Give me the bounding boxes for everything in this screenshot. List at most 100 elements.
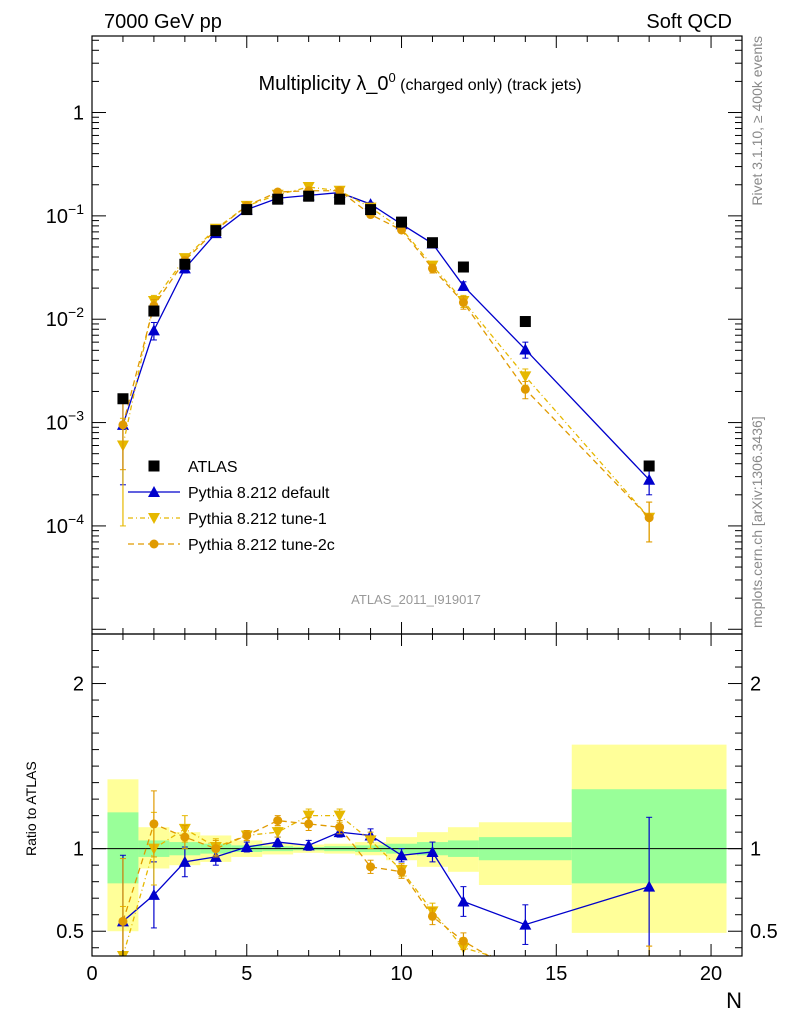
point-tune1 (333, 810, 346, 822)
point-tune1 (519, 371, 532, 383)
plot-title-sup: 0 (388, 70, 395, 85)
point-default (519, 918, 532, 930)
x-tick-label: 0 (86, 963, 97, 985)
ratio-uncertainty-bands (107, 744, 727, 933)
point-tune2c (273, 816, 283, 826)
point-tune2c (118, 916, 128, 926)
series-line-default (122, 831, 650, 926)
series-line-default (122, 191, 650, 481)
ratio-y-tick-label-left: 1 (73, 839, 84, 861)
point-data (334, 193, 346, 205)
point-data (179, 258, 191, 270)
point-default (271, 836, 284, 848)
point-tune2c (366, 862, 376, 872)
series-default (116, 186, 656, 496)
y-tick-label: 10−3 (46, 408, 84, 435)
legend-label: Pythia 8.212 tune-2c (188, 537, 335, 554)
point-data (241, 204, 253, 216)
point-tune2c (335, 822, 345, 832)
point-data (303, 190, 315, 202)
legend-entry-tune2c: Pythia 8.212 tune-2c (128, 537, 335, 554)
plot-title-sub: (charged only) (track jets) (396, 77, 582, 94)
y-tick-label: 10−2 (46, 304, 84, 331)
point-tune2c (242, 830, 252, 840)
plot-title-main: Multiplicity λ_0 (258, 73, 388, 95)
rivet-version-label: Rivet 3.1.10, ≥ 400k events (749, 36, 765, 206)
legend-marker (149, 539, 159, 549)
x-tick-label: 15 (545, 963, 567, 985)
point-data (117, 393, 129, 405)
point-tune2c (644, 513, 654, 523)
legend-entry-default: Pythia 8.212 default (128, 485, 330, 502)
mcplots-reference-label: mcplots.cern.ch [arXiv:1306.3436] (749, 416, 765, 628)
y-tick-label: 10−4 (46, 511, 84, 538)
y-axis-title-ratio: Ratio to ATLAS (23, 761, 39, 856)
point-tune2c (458, 936, 468, 946)
y-tick-label: 1 (73, 103, 84, 125)
process-label: Soft QCD (646, 11, 732, 33)
point-data (643, 460, 655, 472)
point-default (147, 324, 160, 336)
point-tune2c (118, 420, 128, 430)
point-default (147, 888, 160, 900)
legend-entry-tune1: Pythia 8.212 tune-1 (128, 511, 327, 528)
series-line-tune1 (122, 814, 494, 956)
x-tick-label: 10 (390, 963, 412, 985)
point-data (365, 204, 377, 216)
y-tick-label: 10−1 (46, 201, 84, 228)
point-default (643, 880, 656, 892)
point-tune2c (149, 819, 159, 829)
ratio-y-tick-label-right: 2 (750, 674, 761, 696)
point-default (426, 845, 439, 857)
ratio-panel-frame (91, 633, 743, 957)
ratio-y-tick-label-right: 0.5 (750, 921, 778, 943)
point-tune2c (427, 263, 437, 273)
ratio-y-tick-label-right: 1 (750, 839, 761, 861)
point-tune2c (521, 973, 530, 982)
point-data (148, 305, 160, 317)
legend-marker (148, 513, 160, 524)
series-line-tune2c (122, 190, 650, 519)
ratio-y-tick-label-left: 2 (73, 674, 84, 696)
legend-label: Pythia 8.212 tune-1 (188, 511, 327, 528)
axis-tick-labels: 0 5 10 15 20 10−4 10−3 10−2 10−1 1 0.5 0.5 1 1 2 2 (46, 103, 778, 985)
point-tune1 (271, 827, 284, 839)
point-default (643, 473, 656, 485)
point-tune2c (397, 867, 407, 877)
point-tune2c (645, 958, 654, 967)
point-data (396, 216, 408, 228)
point-default (457, 895, 470, 907)
point-data (210, 225, 222, 237)
x-tick-label: 5 (241, 963, 252, 985)
legend-marker (148, 460, 160, 472)
x-axis-title: N (726, 988, 742, 1013)
point-data (519, 316, 531, 328)
point-default (178, 855, 191, 867)
point-data (457, 261, 469, 273)
main-panel-series (116, 182, 656, 543)
point-tune2c (458, 298, 468, 308)
legend-marker (148, 486, 160, 497)
series-data (117, 190, 655, 472)
point-data (426, 237, 438, 249)
point-default (457, 279, 470, 291)
point-tune2c (304, 819, 314, 829)
point-default (302, 839, 315, 851)
plot-title: Multiplicity λ_00 (charged only) (track … (258, 70, 581, 95)
point-tune1 (519, 961, 531, 972)
point-tune2c (427, 911, 437, 921)
legend-label: Pythia 8.212 default (188, 485, 330, 502)
point-tune1 (643, 958, 655, 969)
analysis-id-watermark: ATLAS_2011_I919017 (351, 592, 481, 607)
point-tune2c (397, 225, 407, 235)
point-default (395, 849, 408, 861)
point-tune1 (302, 810, 315, 822)
point-data (272, 193, 284, 205)
point-default (240, 841, 253, 853)
point-tune1 (364, 835, 377, 847)
energy-label: 7000 GeV pp (104, 11, 222, 33)
point-tune2c (180, 832, 190, 842)
series-line-tune2c (122, 819, 491, 956)
legend-label: ATLAS (188, 459, 238, 476)
